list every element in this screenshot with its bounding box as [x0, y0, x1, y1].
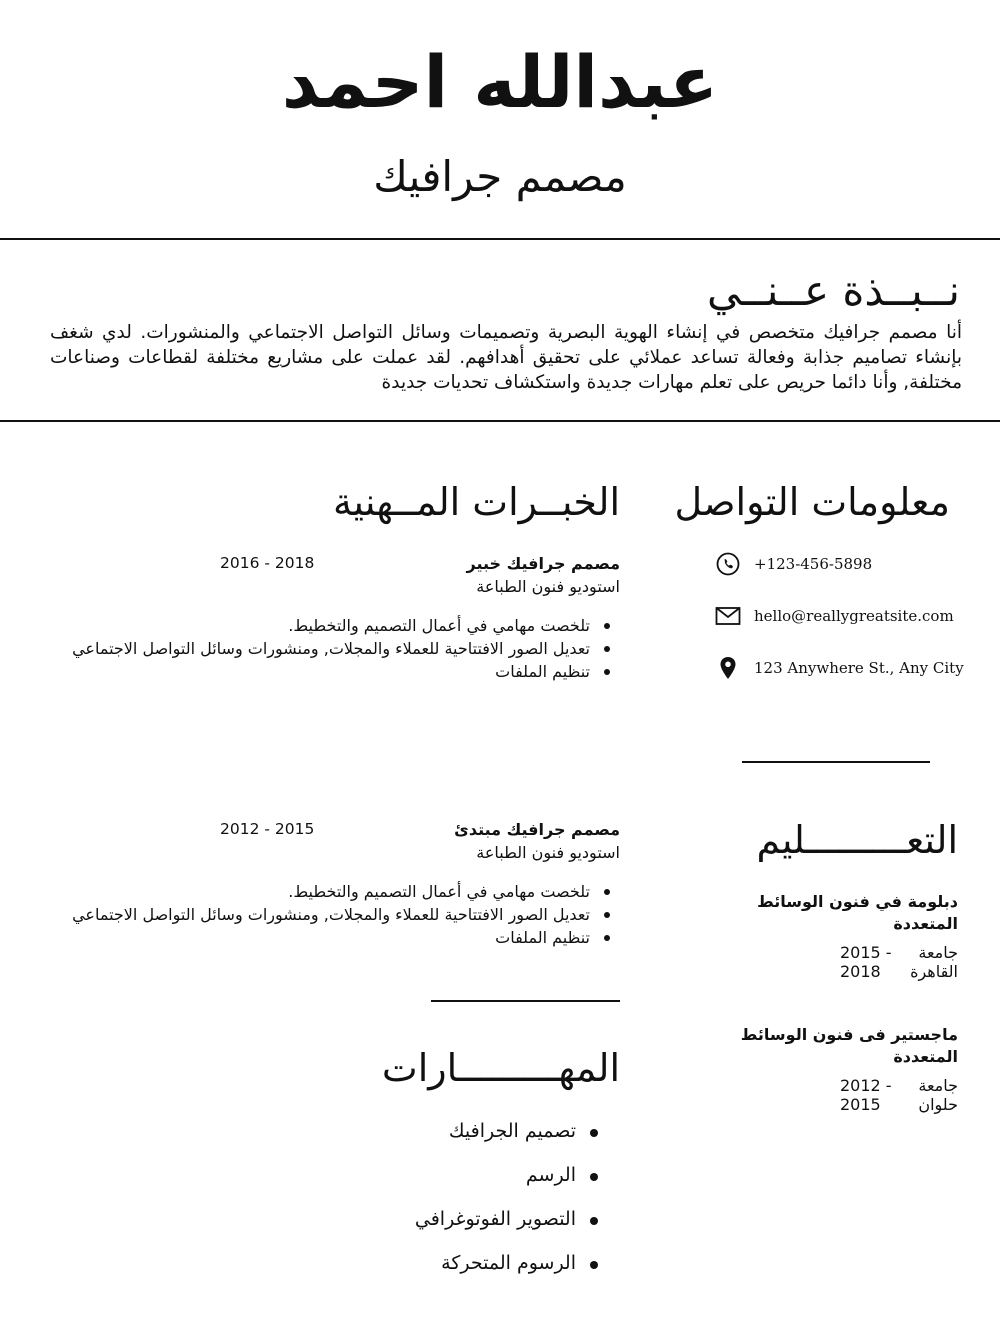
degree-title: ماجستير فى فنون الوسائط المتعددة [740, 1025, 958, 1066]
years: 2012 - 2015 [220, 820, 315, 838]
school: جامعة حلوان [918, 1076, 958, 1114]
email-text: hello@reallygreatsite.com [754, 607, 954, 625]
skill-item: الرسوم المتحركة [310, 1252, 610, 1296]
skill-item: الرسم [310, 1164, 610, 1208]
about-heading: نــبــذة عــنــي [707, 266, 960, 315]
list-item: تنظيم الملفات [55, 660, 620, 683]
company: استوديو فنون الطباعة [476, 843, 620, 862]
contact-phone: +123-456-5898 [714, 551, 974, 577]
list-item: تنظيم الملفات [55, 926, 620, 949]
divider [431, 1000, 620, 1002]
list-item: تلخصت مهامي في أعمال التصميم والتخطيط. [55, 880, 620, 903]
education-item: دبلومة في فنون الوسائط المتعددة جامعة ال… [700, 891, 958, 981]
divider [0, 420, 1000, 422]
experience-heading: الخبــرات المــهنية [333, 480, 620, 524]
education-heading: التعـــــــــليم [756, 818, 958, 862]
about-text: أنا مصمم جرافيك متخصص في إنشاء الهوية ال… [50, 322, 962, 393]
job-role: مصمم جرافيك خبير [466, 554, 620, 573]
education-item: ماجستير فى فنون الوسائط المتعددة جامعة ح… [700, 1024, 958, 1114]
years: 2015 - 2018 [840, 943, 892, 981]
list-item: تعديل الصور الافتتاحية للعملاء والمجلات,… [55, 903, 620, 926]
person-name: عبدالله احمد [281, 40, 720, 124]
contact-address: 123 Anywhere St., Any City [714, 655, 974, 681]
job-title: مصمم جرافيك [373, 152, 627, 201]
job-role: مصمم جرافيك مبتدئ [454, 820, 620, 839]
mail-icon [714, 603, 742, 629]
years: 2016 - 2018 [220, 554, 315, 572]
phone-text: +123-456-5898 [754, 555, 873, 573]
skill-item: تصميم الجرافيك [310, 1120, 610, 1164]
skill-item: التصوير الفوتوغرافي [310, 1208, 610, 1252]
company: استوديو فنون الطباعة [476, 577, 620, 596]
divider [742, 761, 930, 763]
skills-list: تصميم الجرافيك الرسم التصوير الفوتوغرافي… [310, 1120, 610, 1296]
location-pin-icon [714, 655, 742, 681]
list-item: تعديل الصور الافتتاحية للعملاء والمجلات,… [55, 637, 620, 660]
degree-title: دبلومة في فنون الوسائط المتعددة [757, 892, 958, 933]
list-item: تلخصت مهامي في أعمال التصميم والتخطيط. [55, 614, 620, 637]
experience-item: مصمم جرافيك مبتدئ استوديو فنون الطباعة 2… [55, 820, 620, 949]
experience-item: مصمم جرافيك خبير استوديو فنون الطباعة 20… [55, 554, 620, 683]
divider [0, 238, 1000, 240]
address-text: 123 Anywhere St., Any City [754, 659, 964, 677]
contact-heading: معلومات التواصل [674, 480, 950, 524]
phone-icon [714, 551, 742, 577]
years: 2012 - 2015 [840, 1076, 892, 1114]
contact-email: hello@reallygreatsite.com [714, 603, 974, 629]
school: جامعة القاهرة [910, 943, 958, 981]
skills-heading: المهـــــــــارات [381, 1046, 620, 1090]
